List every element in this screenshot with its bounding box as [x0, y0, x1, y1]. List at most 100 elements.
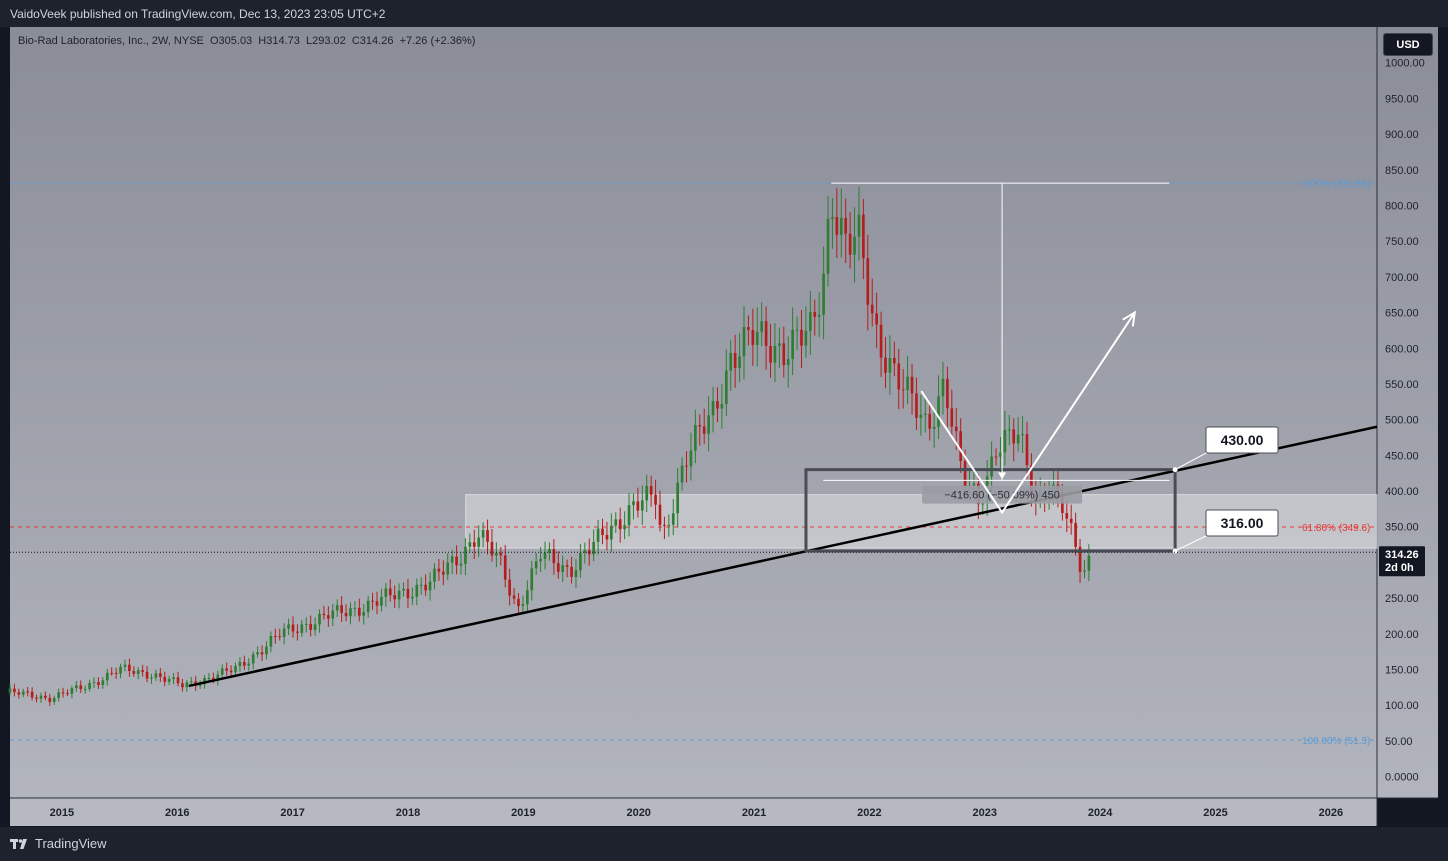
candle-body[interactable]: [720, 404, 724, 409]
candle-body[interactable]: [694, 425, 697, 451]
candle-body[interactable]: [132, 670, 136, 674]
candle-body[interactable]: [618, 519, 622, 530]
candle-body[interactable]: [101, 680, 105, 685]
candle-body[interactable]: [234, 666, 237, 673]
candle-body[interactable]: [928, 413, 932, 429]
candle-body[interactable]: [667, 524, 671, 526]
candle-body[interactable]: [733, 352, 737, 368]
candle-body[interactable]: [1074, 522, 1077, 547]
candle-body[interactable]: [526, 590, 529, 605]
candle-body[interactable]: [216, 674, 220, 681]
candle-body[interactable]: [517, 598, 520, 607]
candle-body[interactable]: [327, 615, 330, 619]
candle-body[interactable]: [596, 528, 600, 542]
candle-body[interactable]: [61, 692, 65, 694]
candle-body[interactable]: [919, 414, 923, 418]
candle-body[interactable]: [154, 673, 158, 678]
candle-body[interactable]: [225, 668, 228, 671]
candle-body[interactable]: [393, 595, 397, 600]
candle-body[interactable]: [981, 503, 985, 505]
candle-body[interactable]: [539, 558, 542, 562]
candle-body[interactable]: [676, 482, 680, 514]
consolidation-box[interactable]: [804, 468, 1177, 553]
projection-path[interactable]: [920, 312, 1136, 515]
candle-body[interactable]: [300, 624, 304, 633]
candle-body[interactable]: [437, 568, 441, 572]
candle-body[interactable]: [150, 677, 153, 679]
candle-body[interactable]: [119, 666, 122, 674]
candle-body[interactable]: [649, 485, 653, 495]
candle-body[interactable]: [92, 682, 96, 684]
candle-body[interactable]: [729, 352, 733, 371]
candle-body[interactable]: [680, 465, 684, 483]
candle-body[interactable]: [66, 693, 69, 695]
candle-body[interactable]: [994, 456, 998, 458]
candle-body[interactable]: [623, 525, 626, 530]
candle-body[interactable]: [172, 677, 175, 679]
candle-body[interactable]: [490, 541, 494, 556]
candle-body[interactable]: [495, 552, 498, 556]
candle-body[interactable]: [136, 670, 140, 674]
candle-body[interactable]: [251, 654, 255, 664]
candle-body[interactable]: [362, 612, 366, 616]
candle-body[interactable]: [870, 304, 874, 314]
candle-body[interactable]: [786, 358, 790, 366]
time-axis[interactable]: [10, 798, 1377, 826]
price-axis[interactable]: [1377, 27, 1438, 798]
candle-body[interactable]: [901, 389, 905, 391]
tradingview-logo[interactable]: TradingView: [10, 836, 107, 851]
candle-body[interactable]: [738, 356, 741, 368]
candle-body[interactable]: [760, 321, 764, 332]
candle-body[interactable]: [269, 635, 273, 647]
candle-body[interactable]: [782, 343, 786, 366]
candle-body[interactable]: [888, 357, 892, 373]
candle-body[interactable]: [256, 652, 259, 655]
candle-body[interactable]: [614, 519, 618, 526]
candle-body[interactable]: [433, 568, 436, 582]
candle-body[interactable]: [79, 685, 83, 690]
candle-body[interactable]: [570, 566, 573, 577]
candle-body[interactable]: [296, 631, 299, 633]
candle-body[interactable]: [13, 688, 16, 693]
candle-body[interactable]: [561, 565, 565, 572]
candle-body[interactable]: [813, 312, 817, 317]
candle-body[interactable]: [282, 628, 286, 637]
candle-body[interactable]: [238, 661, 242, 667]
candle-body[interactable]: [441, 571, 445, 575]
candle-body[interactable]: [499, 552, 503, 556]
candle-body[interactable]: [167, 678, 171, 682]
candle-body[interactable]: [273, 635, 277, 637]
candle-body[interactable]: [415, 584, 419, 597]
candle-body[interactable]: [357, 607, 361, 616]
candle-body[interactable]: [698, 425, 702, 427]
candle-body[interactable]: [866, 258, 870, 305]
candle-body[interactable]: [592, 541, 595, 555]
candle-body[interactable]: [959, 431, 962, 462]
candle-body[interactable]: [145, 671, 149, 679]
candle-body[interactable]: [1021, 434, 1024, 436]
candle-body[interactable]: [128, 664, 131, 671]
trendline[interactable]: [188, 425, 1378, 688]
candle-body[interactable]: [52, 697, 56, 702]
candle-body[interactable]: [335, 605, 339, 611]
candle-body[interactable]: [176, 677, 180, 684]
candle-body[interactable]: [512, 595, 516, 599]
candle-body[interactable]: [428, 581, 432, 591]
candle-body[interactable]: [910, 376, 914, 394]
candle-body[interactable]: [915, 393, 918, 418]
candle-body[interactable]: [141, 670, 144, 672]
candle-body[interactable]: [349, 608, 352, 617]
candle-body[interactable]: [35, 697, 38, 699]
candle-body[interactable]: [83, 689, 87, 691]
price-callout-box[interactable]: [1205, 509, 1279, 537]
candle-body[interactable]: [923, 413, 927, 415]
candle-body[interactable]: [477, 537, 481, 547]
candle-body[interactable]: [950, 408, 954, 427]
candle-body[interactable]: [1078, 546, 1082, 572]
candle-body[interactable]: [503, 555, 507, 580]
candle-body[interactable]: [804, 330, 808, 346]
candle-body[interactable]: [105, 672, 109, 681]
candle-body[interactable]: [1016, 434, 1020, 444]
candle-body[interactable]: [287, 624, 290, 629]
candle-body[interactable]: [163, 676, 167, 682]
